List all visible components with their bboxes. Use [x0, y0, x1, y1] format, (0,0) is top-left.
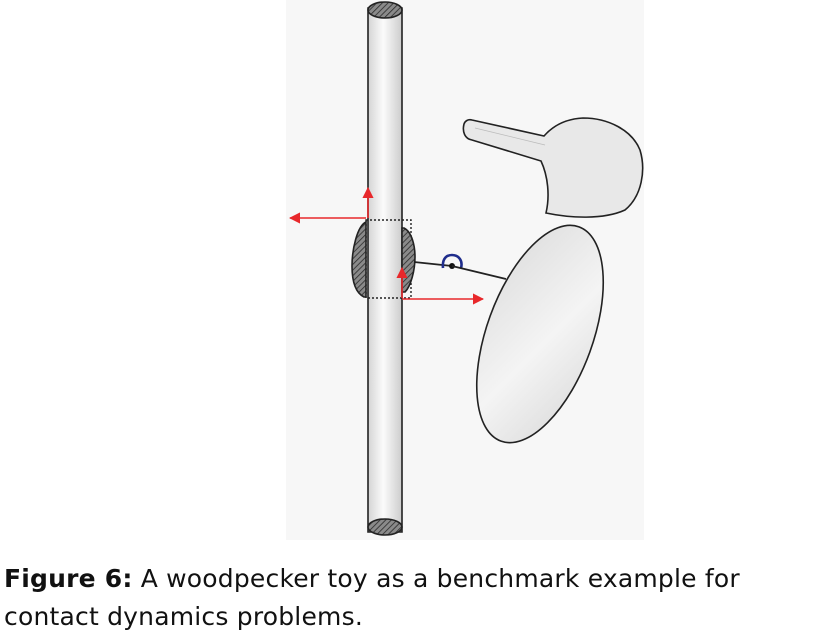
figure-caption: Figure 6: A woodpecker toy as a benchmar…	[4, 560, 834, 636]
spring	[413, 253, 507, 280]
woodpecker-body	[475, 224, 605, 444]
figure-caption-text: A woodpecker toy as a benchmark example …	[4, 564, 740, 631]
woodpecker-beak	[474, 127, 546, 146]
woodpecker-diagram	[288, 1, 644, 536]
figure-label: Figure 6:	[4, 564, 133, 593]
force-arrows	[288, 186, 485, 305]
woodpecker-head	[462, 117, 644, 218]
pole	[367, 1, 403, 536]
sleeve	[351, 219, 416, 299]
woodpecker	[462, 117, 644, 444]
